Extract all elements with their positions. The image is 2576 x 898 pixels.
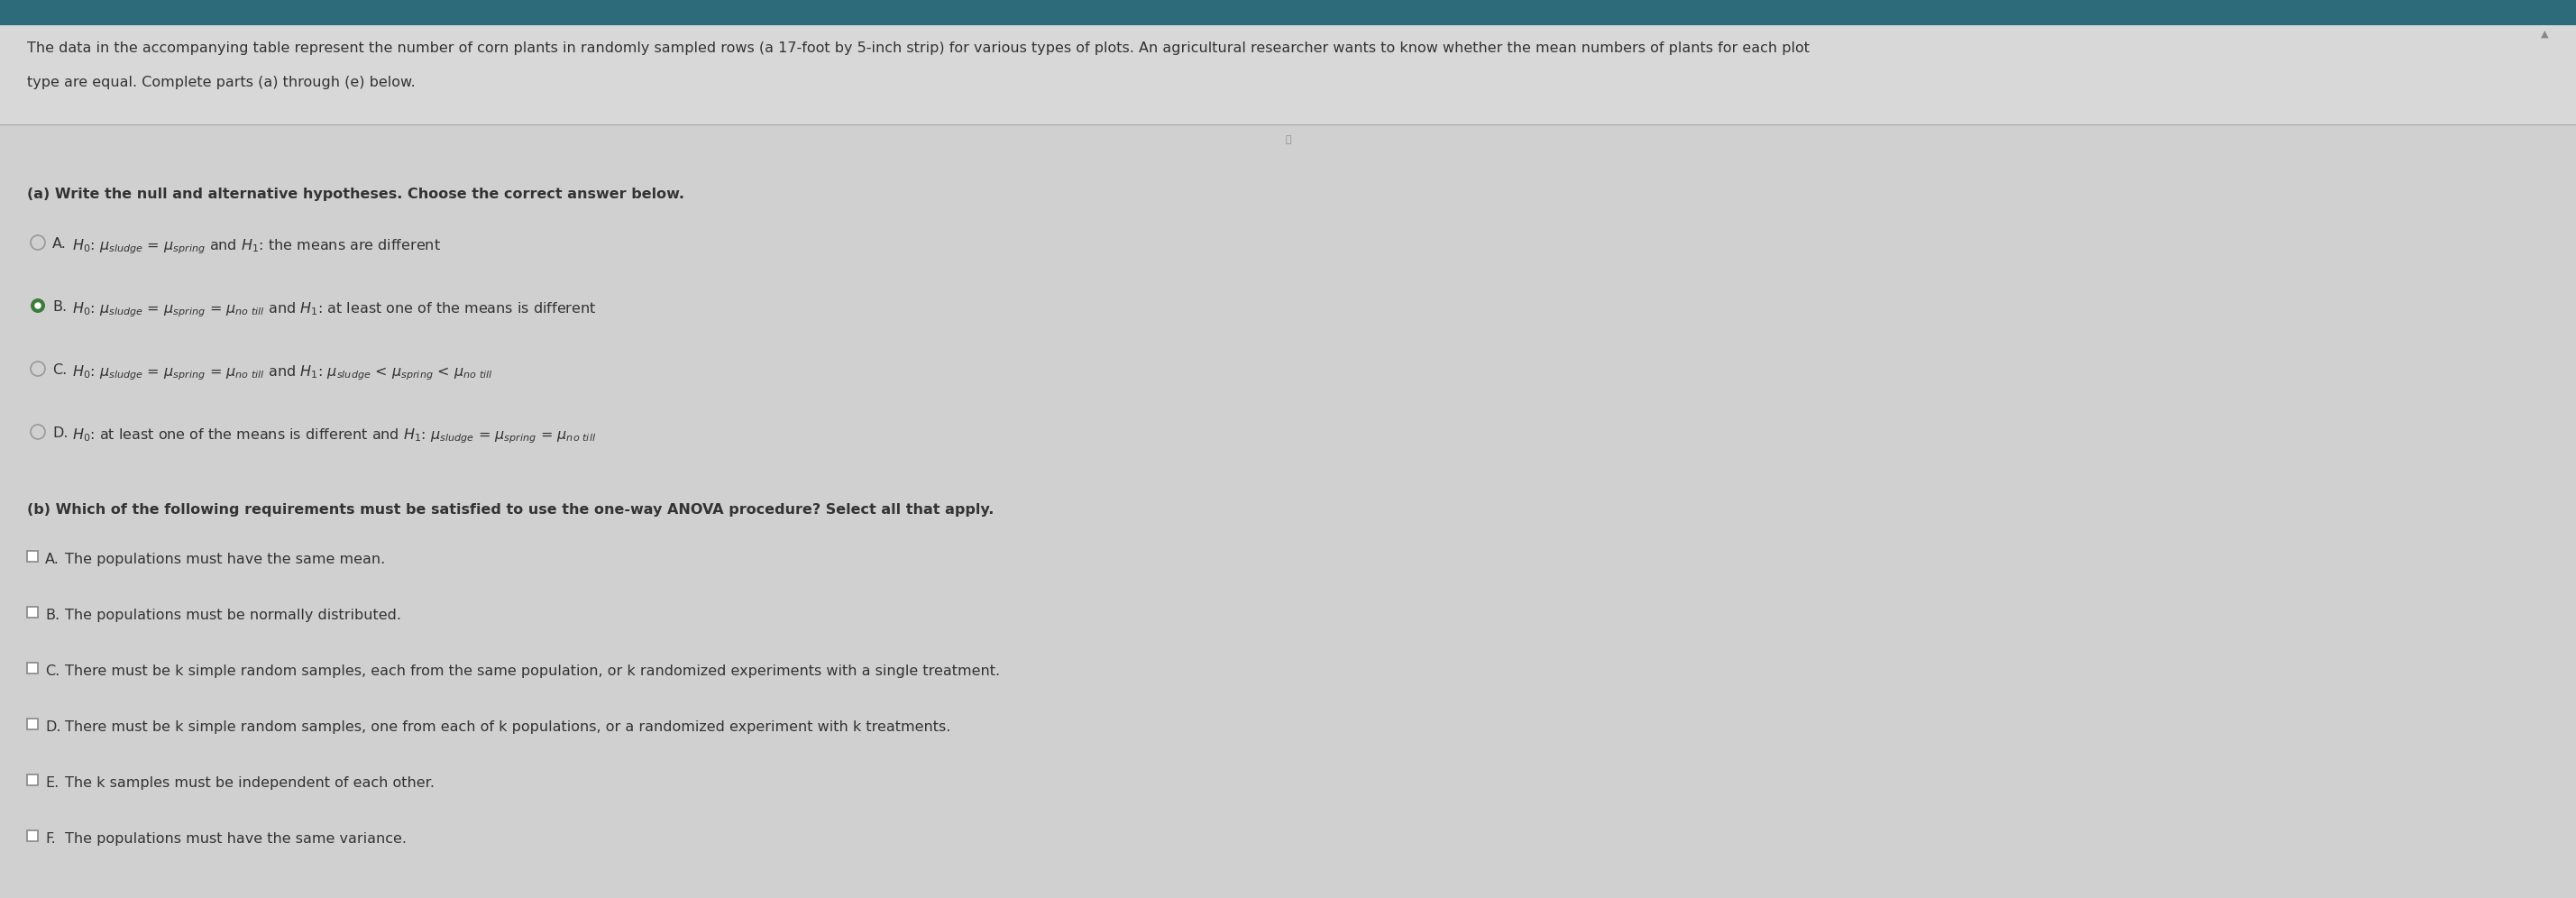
Text: ▲: ▲ [2540, 30, 2548, 39]
Text: There must be k simple random samples, one from each of k populations, or a rand: There must be k simple random samples, o… [64, 720, 951, 734]
Text: The k samples must be independent of each other.: The k samples must be independent of eac… [64, 776, 435, 790]
Text: F.: F. [46, 832, 57, 846]
Bar [28, 718, 39, 729]
Text: $H_0$: $\mu_{sludge}$ = $\mu_{spring}$ and $H_1$: the means are different: $H_0$: $\mu_{sludge}$ = $\mu_{spring}$ a… [72, 237, 440, 256]
Text: (b) Which of the following requirements must be satisfied to use the one-way ANO: (b) Which of the following requirements … [28, 503, 994, 516]
Bar [28, 663, 39, 674]
Text: $H_0$: $\mu_{sludge}$ = $\mu_{spring}$ = $\mu_{no\ till}$ and $H_1$: at least on: $H_0$: $\mu_{sludge}$ = $\mu_{spring}$ =… [72, 300, 595, 319]
Bar [28, 550, 39, 562]
Circle shape [36, 303, 41, 308]
Circle shape [31, 298, 46, 313]
Text: D.: D. [46, 720, 62, 734]
Text: $H_0$: $\mu_{sludge}$ = $\mu_{spring}$ = $\mu_{no\ till}$ and $H_1$: $\mu_{sludg: $H_0$: $\mu_{sludge}$ = $\mu_{spring}$ =… [72, 364, 492, 382]
Bar [0, 25, 2576, 125]
Text: The populations must have the same variance.: The populations must have the same varia… [64, 832, 407, 846]
Text: E.: E. [46, 776, 59, 790]
Text: The populations must have the same mean.: The populations must have the same mean. [64, 552, 386, 567]
Text: There must be k simple random samples, each from the same population, or k rando: There must be k simple random samples, e… [64, 665, 999, 678]
Bar [0, 0, 2576, 25]
Text: C.: C. [46, 665, 59, 678]
Bar [28, 774, 39, 785]
Text: The data in the accompanying table represent the number of corn plants in random: The data in the accompanying table repre… [28, 41, 1808, 55]
Text: type are equal. Complete parts (a) through (e) below.: type are equal. Complete parts (a) throu… [28, 75, 415, 89]
Bar [0, 125, 2576, 898]
Text: The populations must be normally distributed.: The populations must be normally distrib… [64, 609, 402, 622]
Text: B.: B. [52, 300, 67, 313]
Text: ⛔: ⛔ [1285, 136, 1291, 145]
Text: C.: C. [52, 364, 67, 377]
Text: B.: B. [46, 609, 59, 622]
Text: A.: A. [52, 237, 67, 251]
Text: (a) Write the null and alternative hypotheses. Choose the correct answer below.: (a) Write the null and alternative hypot… [28, 188, 685, 201]
Text: A.: A. [46, 552, 59, 567]
Bar [28, 607, 39, 618]
Text: D.: D. [52, 427, 67, 440]
Bar [28, 831, 39, 841]
Text: $H_0$: at least one of the means is different and $H_1$: $\mu_{sludge}$ = $\mu_{: $H_0$: at least one of the means is diff… [72, 427, 595, 445]
